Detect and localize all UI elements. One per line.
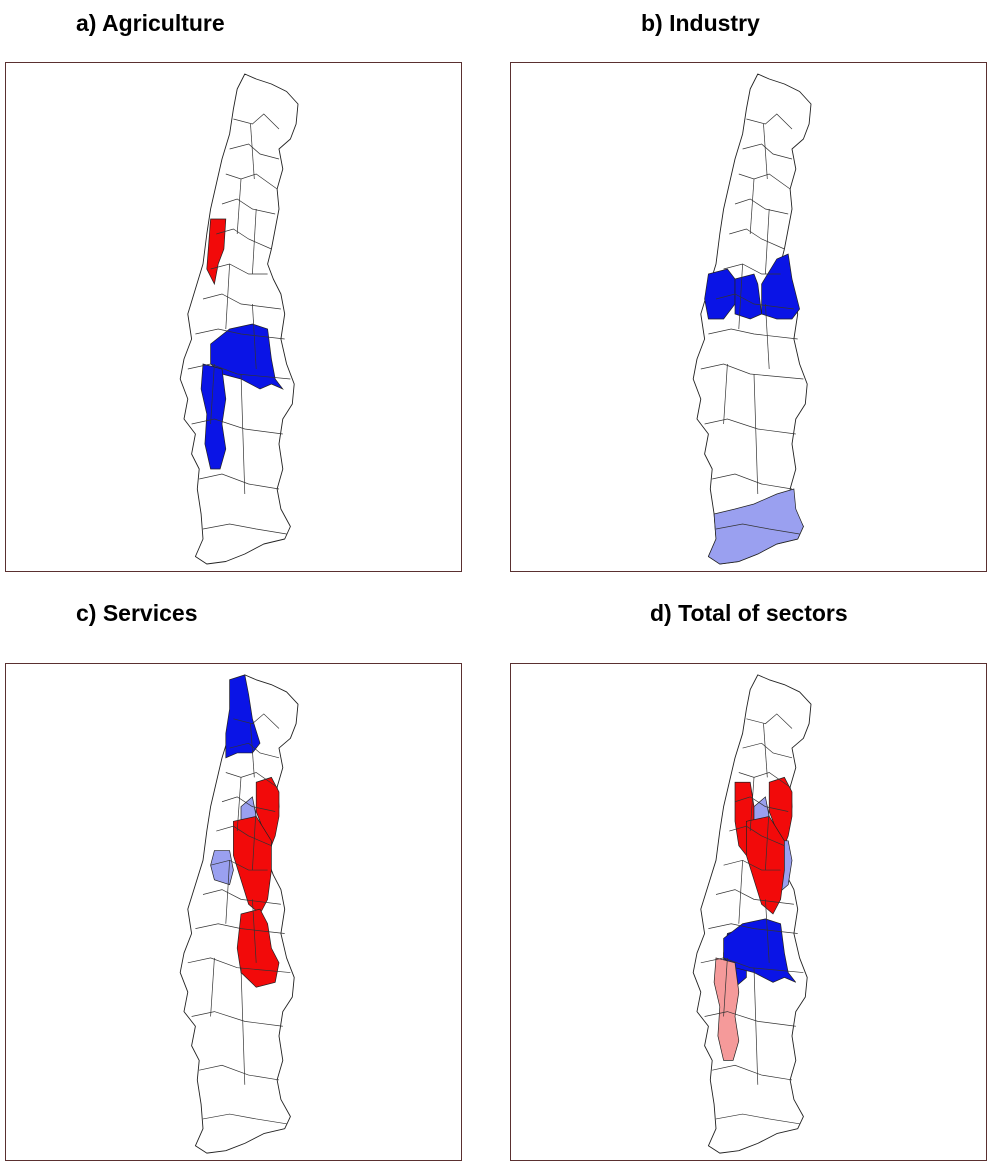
region-beira-south	[762, 254, 800, 319]
district-border	[241, 968, 245, 1085]
district-border	[750, 777, 754, 831]
district-border	[192, 419, 283, 434]
district-border	[716, 890, 794, 905]
district-border	[203, 294, 281, 309]
district-border	[211, 958, 215, 1017]
country-outline	[180, 74, 298, 564]
district-border	[199, 474, 279, 489]
district-border	[188, 364, 291, 379]
region-oeste	[705, 269, 735, 319]
district-border	[765, 807, 769, 870]
map-svg	[511, 63, 986, 571]
district-border	[739, 860, 743, 923]
district-border	[739, 264, 743, 329]
panel-title-c: c) Services	[76, 600, 198, 626]
region-beira-interior	[769, 777, 792, 845]
district-border	[216, 826, 271, 846]
district-border	[705, 419, 796, 434]
map-panel-b	[510, 62, 987, 572]
district-border	[765, 304, 769, 369]
district-border	[716, 524, 800, 534]
district-border	[750, 179, 754, 234]
district-border	[746, 114, 792, 129]
district-border	[211, 860, 268, 870]
district-border	[735, 797, 788, 812]
district-border	[765, 899, 769, 962]
district-border	[233, 714, 279, 729]
region-ribatejo-east	[237, 909, 279, 987]
map-panel-c	[5, 663, 462, 1161]
district-border	[739, 174, 790, 189]
district-border	[716, 1114, 800, 1124]
district-border	[216, 229, 271, 249]
district-border	[729, 229, 784, 249]
district-border	[222, 797, 275, 812]
district-border	[712, 1065, 792, 1080]
district-border	[203, 1114, 287, 1124]
region-alentejo-coast	[714, 958, 739, 1060]
district-border	[199, 1065, 279, 1080]
panel-title-b: b) Industry	[641, 10, 760, 36]
district-border	[764, 124, 768, 179]
district-border	[743, 743, 792, 758]
district-border	[211, 364, 215, 424]
district-border	[708, 924, 797, 934]
district-border	[251, 724, 255, 778]
district-border	[192, 1012, 283, 1027]
district-border	[252, 899, 256, 962]
district-border	[252, 304, 256, 369]
region-coastal-centre	[207, 219, 226, 284]
district-border	[241, 374, 245, 494]
district-border	[226, 174, 277, 189]
district-border	[705, 1012, 796, 1027]
district-border	[754, 968, 758, 1085]
district-border	[708, 329, 797, 339]
district-border	[724, 364, 728, 424]
district-border	[743, 144, 792, 159]
district-border	[729, 826, 784, 846]
district-border	[195, 924, 284, 934]
district-border	[764, 724, 768, 778]
country-outline	[693, 675, 811, 1153]
district-border	[251, 124, 255, 179]
district-border	[716, 294, 794, 309]
district-border	[230, 144, 279, 159]
district-border	[724, 264, 781, 274]
district-border	[735, 199, 788, 214]
district-border	[765, 209, 769, 274]
district-border	[252, 807, 256, 870]
region-beira-litoral	[211, 851, 234, 885]
district-border	[203, 890, 281, 905]
district-border	[252, 209, 256, 274]
district-border	[195, 329, 284, 339]
district-border	[226, 772, 277, 787]
region-beira-interior	[256, 777, 279, 845]
district-border	[746, 714, 792, 729]
panel-title-a: a) Agriculture	[76, 10, 225, 36]
district-border	[739, 772, 790, 787]
map-panel-d	[510, 663, 987, 1161]
district-border	[233, 114, 279, 129]
district-border	[211, 264, 268, 274]
district-border	[226, 860, 230, 923]
district-border	[226, 264, 230, 329]
district-border	[230, 743, 279, 758]
district-border	[222, 199, 275, 214]
region-alentejo-coast	[201, 364, 226, 469]
district-border	[724, 958, 728, 1017]
map-svg	[6, 63, 461, 571]
panel-title-d: d) Total of sectors	[650, 600, 848, 626]
district-border	[724, 860, 781, 870]
district-border	[712, 474, 792, 489]
district-border	[203, 524, 287, 534]
district-border	[701, 958, 804, 973]
district-border	[237, 777, 241, 831]
district-border	[701, 364, 804, 379]
map-svg	[6, 664, 461, 1160]
district-border	[237, 179, 241, 234]
map-panel-a	[5, 62, 462, 572]
district-border	[188, 958, 291, 973]
map-svg	[511, 664, 986, 1160]
district-border	[754, 374, 758, 494]
